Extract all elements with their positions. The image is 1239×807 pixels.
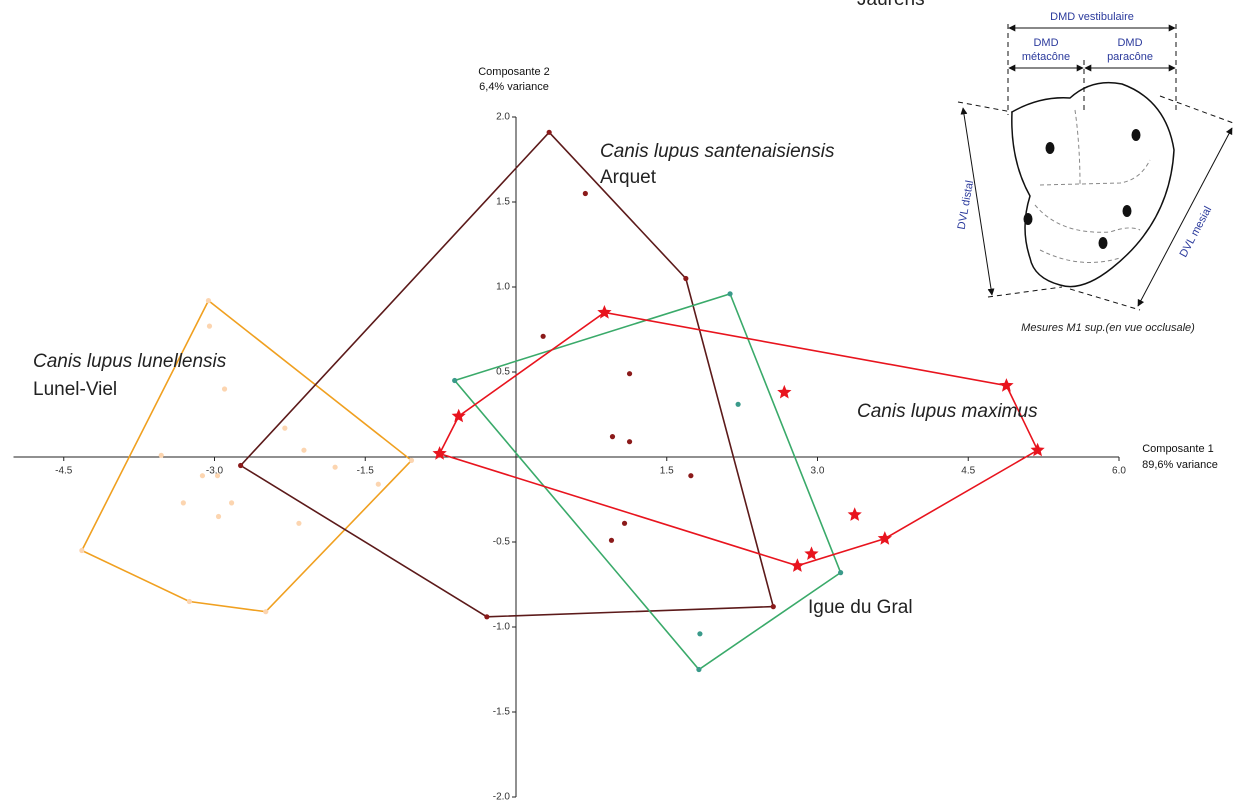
point [199, 473, 206, 479]
point [727, 291, 733, 297]
group-label: Canis lupus maximus [857, 401, 1038, 422]
point [877, 531, 892, 545]
point [608, 537, 615, 543]
point [332, 464, 338, 470]
point [790, 558, 805, 572]
point [597, 305, 612, 319]
point [697, 631, 703, 637]
point [186, 598, 192, 605]
y-tick-label: -0.5 [493, 537, 511, 548]
point [451, 408, 466, 423]
y-tick-label: 1.5 [496, 197, 510, 208]
group-label: Canis lupus lunellensis [33, 351, 227, 372]
point [206, 323, 213, 329]
x-tick-label: 4.5 [961, 466, 975, 477]
hull [239, 131, 775, 618]
point [1030, 442, 1045, 457]
point [432, 446, 447, 460]
y-tick-label: -2.0 [493, 792, 511, 803]
point [804, 546, 819, 560]
y-tick-label: -1.5 [493, 707, 511, 718]
inset-label: DMD [1033, 37, 1058, 49]
point [626, 439, 633, 445]
x-tick-label: 3.0 [811, 466, 825, 477]
point [282, 425, 288, 431]
point [238, 462, 244, 469]
point [484, 614, 490, 620]
group-label: Canis lupus santenaisiensis [600, 141, 835, 162]
point [696, 666, 702, 673]
inset-label: paracône [1107, 51, 1153, 63]
point [263, 609, 269, 615]
tooth-outline [1011, 81, 1175, 288]
group-site: Arquet [600, 167, 657, 188]
group-label: Igue du Gral [808, 597, 913, 618]
arrows [960, 24, 1233, 307]
point [79, 547, 85, 554]
cusps [1023, 129, 1141, 249]
point [582, 190, 588, 197]
inset-label: DVL distal [956, 179, 976, 230]
point [540, 333, 546, 339]
guide-lines [957, 24, 1237, 311]
y-tick-label: 0.5 [496, 367, 510, 378]
x-axis-label: 89,6% variance [1142, 459, 1218, 471]
inset-label: métacône [1022, 51, 1070, 63]
point [301, 447, 307, 453]
inset-caption: Mesures M1 sup.(en vue occlusale) [1021, 322, 1195, 334]
point [221, 386, 228, 392]
inset-label: DMD vestibulaire [1050, 11, 1134, 23]
point [621, 520, 628, 526]
point [228, 500, 235, 506]
hull [80, 299, 413, 613]
point [847, 507, 862, 521]
point [688, 473, 694, 479]
point [408, 457, 415, 463]
hull [453, 292, 842, 671]
inner-lines [1034, 109, 1151, 263]
tooth-diagram [957, 24, 1237, 311]
inset-label: DVL mesial [1178, 204, 1215, 259]
point [452, 377, 458, 384]
point [777, 384, 792, 399]
point [735, 401, 741, 407]
y-axis-label: Composante 2 [478, 66, 550, 78]
point [296, 520, 302, 526]
point [999, 378, 1014, 392]
point [158, 452, 164, 458]
x-tick-label: -1.5 [357, 466, 375, 477]
group-site: Lunel-Viel [33, 379, 117, 400]
x-tick-label: 1.5 [660, 466, 674, 477]
point [626, 371, 633, 377]
point [546, 129, 552, 135]
point [180, 500, 186, 506]
y-axis-label: 6,4% variance [479, 81, 549, 93]
point [838, 570, 844, 576]
x-tick-label: -3.0 [206, 466, 224, 477]
x-axis-label: Composante 1 [1142, 443, 1214, 455]
y-tick-label: 2.0 [496, 112, 510, 123]
point [683, 275, 689, 282]
x-tick-label: -4.5 [55, 466, 73, 477]
point [205, 298, 212, 304]
y-tick-label: 1.0 [496, 282, 510, 293]
point [214, 473, 221, 479]
y-tick-label: -1.0 [493, 622, 511, 633]
group-site: Jaurens [857, 0, 925, 10]
inset-label: DMD [1117, 37, 1142, 49]
point [609, 434, 616, 440]
point [215, 513, 222, 520]
point [770, 604, 776, 610]
x-tick-label: 6.0 [1112, 466, 1126, 477]
point [375, 481, 381, 487]
hull [438, 311, 1039, 567]
